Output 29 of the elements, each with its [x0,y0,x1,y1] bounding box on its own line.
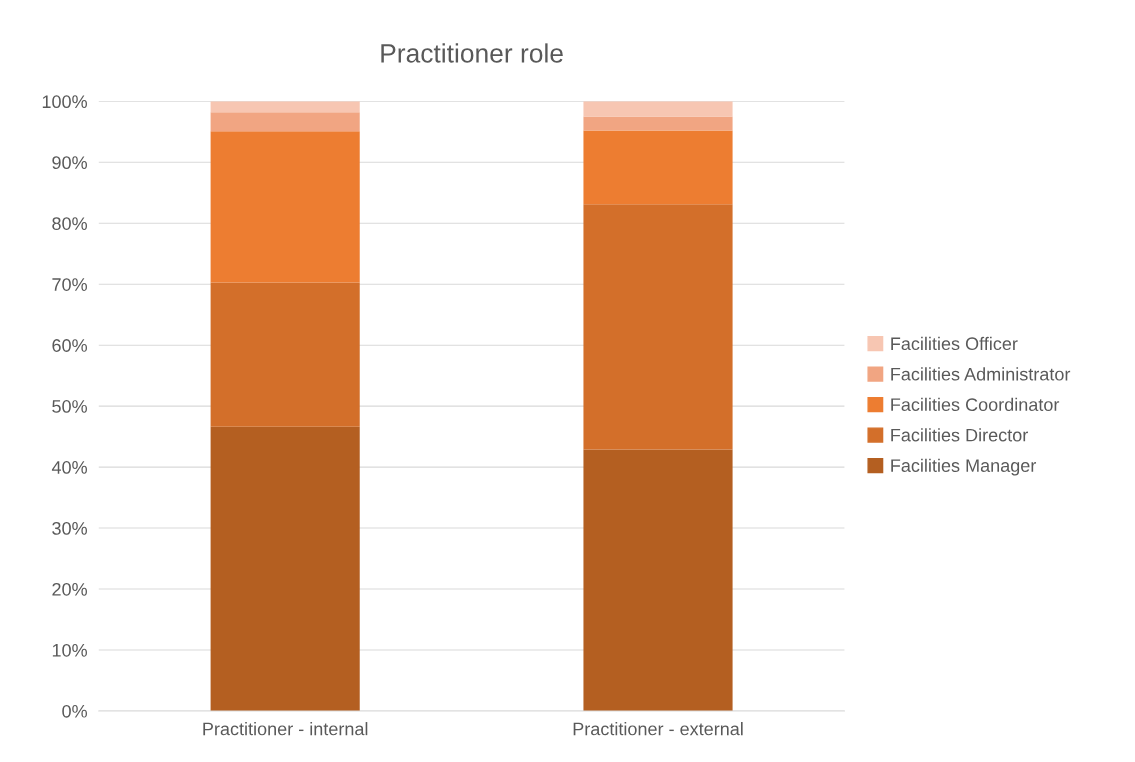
y-tick-label: 30% [52,522,87,535]
y-tick-label: 50% [52,400,87,413]
y-tick-label: 10% [52,643,87,657]
bar [210,101,360,113]
bar [583,116,733,131]
y-tick-label: 0% [62,704,87,718]
x-tick-label: Practitioner - external [573,722,743,736]
bar [210,131,360,283]
y-tick-label: 80% [52,217,87,230]
legend-label: Facilities Administrator [891,367,1071,381]
y-tick-label: 40% [51,461,87,474]
legend-label: Facilities Officer [891,336,1018,351]
bar [583,101,733,117]
bar [583,130,733,205]
y-tick-label: 90% [52,156,87,170]
chart-title: Practitioner role [381,43,563,63]
bar [583,204,733,450]
bar [210,112,360,132]
x-tick-label: Practitioner - internal [203,722,368,736]
y-tick-label: 100% [42,95,87,109]
legend-label: Facilities Coordinator [891,397,1060,412]
bar [210,426,360,711]
y-tick-label: 20% [52,582,87,596]
bar [583,449,733,711]
legend-label: Facilities Manager [891,458,1037,476]
legend-label: Facilities Director [891,428,1028,442]
y-tick-label: 60% [52,339,87,352]
bar [210,282,360,427]
y-tick-label: 70% [52,278,87,291]
